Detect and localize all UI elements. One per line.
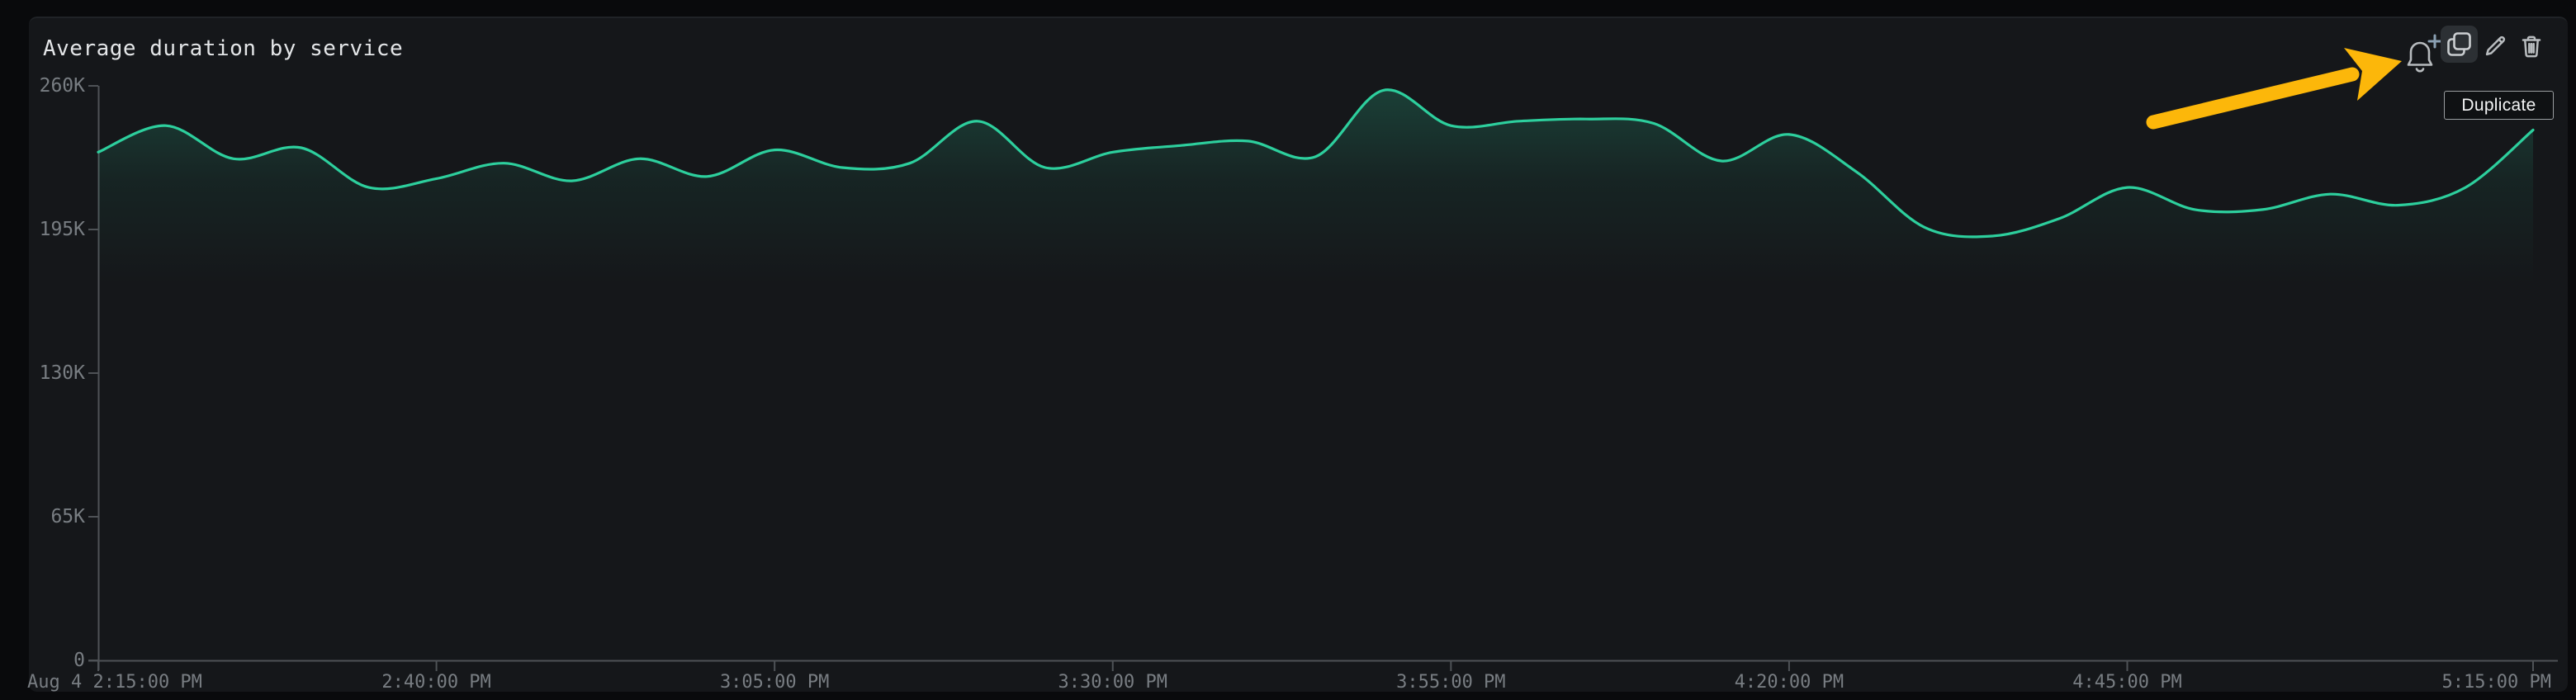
- duplicate-button[interactable]: [2441, 26, 2478, 63]
- widget-toolbar: [2386, 17, 2568, 83]
- y-axis-tick-label: 260K: [40, 75, 86, 97]
- x-axis-tick-label: 5:15:00 PM: [2442, 672, 2551, 693]
- y-axis-tick-label: 130K: [40, 362, 86, 384]
- x-axis-tick-label: 4:20:00 PM: [1735, 672, 1844, 693]
- tooltip-label: Duplicate: [2461, 95, 2536, 115]
- series-area-fill: [98, 89, 2533, 661]
- pencil-icon: [2485, 35, 2506, 56]
- x-axis-tick-label: Aug 4 2:15:00 PM: [27, 672, 202, 693]
- edit-button[interactable]: [2482, 33, 2508, 59]
- bell-icon: [2407, 41, 2433, 73]
- create-monitor-button[interactable]: [2398, 31, 2442, 76]
- delete-button[interactable]: [2518, 33, 2545, 60]
- duplicate-tooltip: Duplicate: [2444, 91, 2554, 120]
- copy-icon: [2447, 32, 2471, 56]
- y-axis-tick-label: 195K: [40, 219, 86, 240]
- x-axis-tick-label: 3:05:00 PM: [720, 672, 829, 693]
- x-axis-tick-label: 3:30:00 PM: [1058, 672, 1167, 693]
- trash-icon: [2522, 35, 2541, 58]
- plus-icon: [2427, 34, 2442, 49]
- y-axis-tick-label: 65K: [50, 506, 85, 527]
- widget-title: Average duration by service: [43, 36, 404, 61]
- x-axis-tick-label: 2:40:00 PM: [381, 672, 490, 693]
- y-axis-tick-label: 0: [73, 650, 85, 671]
- x-axis-tick-label: 3:55:00 PM: [1396, 672, 1505, 693]
- x-axis-tick-label: 4:45:00 PM: [2072, 672, 2181, 693]
- series-line: [97, 88, 2535, 239]
